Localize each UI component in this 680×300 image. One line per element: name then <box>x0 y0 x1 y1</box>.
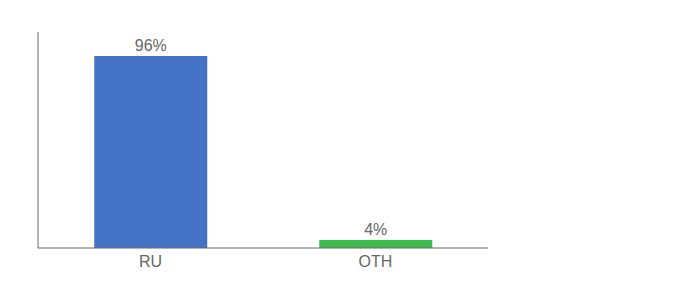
svg-text:RU: RU <box>139 253 162 270</box>
svg-text:4%: 4% <box>364 221 387 238</box>
svg-text:96%: 96% <box>135 37 167 54</box>
svg-text:OTH: OTH <box>359 253 393 270</box>
